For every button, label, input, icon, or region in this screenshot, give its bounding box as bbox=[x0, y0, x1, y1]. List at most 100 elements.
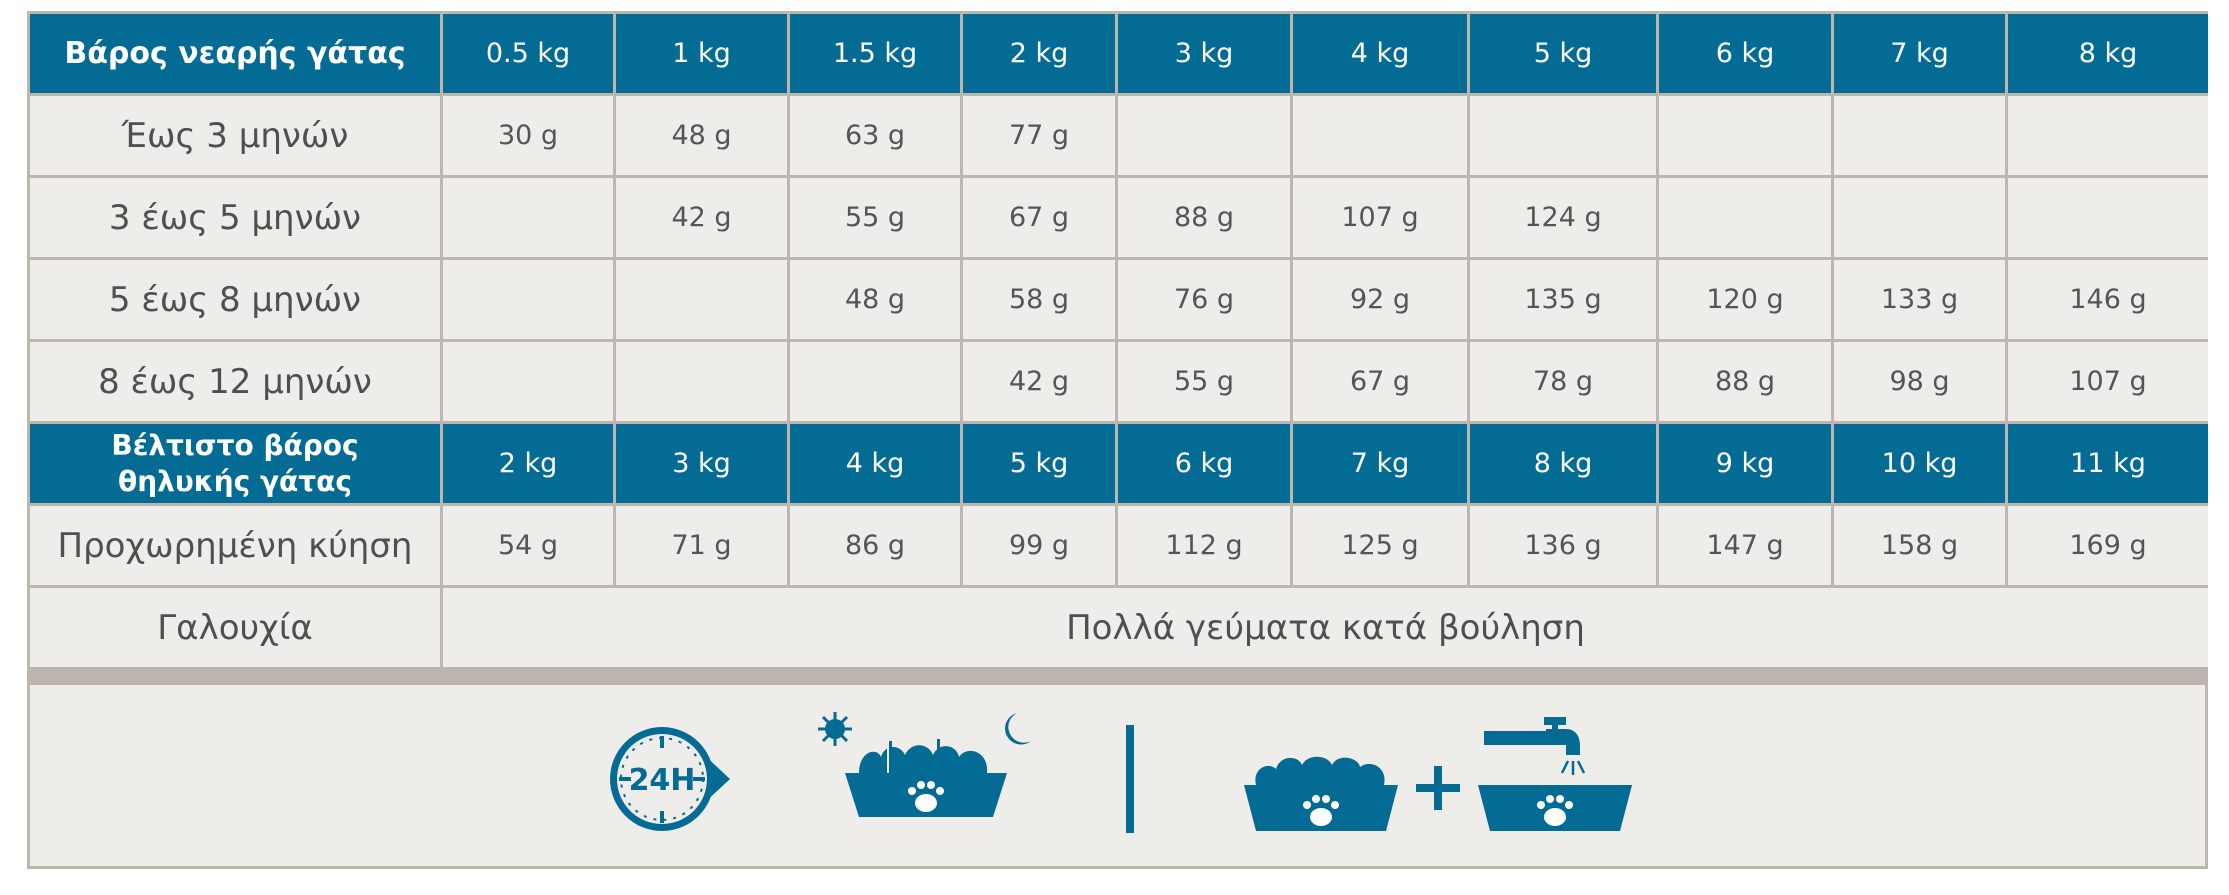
table-cell bbox=[616, 260, 787, 339]
female-header-row: Βέλτιστο βάρος θηλυκής γάτας 2 kg 3 kg 4… bbox=[30, 424, 2208, 503]
table-cell bbox=[790, 342, 960, 421]
kitten-weight-cell: 5 kg bbox=[1470, 14, 1656, 93]
table-cell: 86 g bbox=[790, 506, 960, 585]
table-cell: 48 g bbox=[790, 260, 960, 339]
table-cell: 88 g bbox=[1118, 178, 1290, 257]
table-cell bbox=[1834, 96, 2005, 175]
table-cell: 54 g bbox=[443, 506, 613, 585]
table-cell bbox=[2008, 96, 2208, 175]
female-weight-cell: 11 kg bbox=[2008, 424, 2208, 503]
table-cell: 107 g bbox=[2008, 342, 2208, 421]
table-cell: 71 g bbox=[616, 506, 787, 585]
feeding-table-container: Βάρος νεαρής γάτας 0.5 kg 1 kg 1.5 kg 2 … bbox=[27, 11, 2208, 869]
table-cell: 124 g bbox=[1470, 178, 1656, 257]
table-cell: 125 g bbox=[1293, 506, 1467, 585]
table-row: 5 έως 8 μηνών 48 g 58 g 76 g 92 g 135 g … bbox=[30, 260, 2208, 339]
table-cell: 42 g bbox=[616, 178, 787, 257]
table-cell: 158 g bbox=[1834, 506, 2005, 585]
female-weight-cell: 2 kg bbox=[443, 424, 613, 503]
female-weight-label: Βέλτιστο βάρος θηλυκής γάτας bbox=[30, 424, 440, 503]
female-weight-cell: 7 kg bbox=[1293, 424, 1467, 503]
female-weight-cell: 8 kg bbox=[1470, 424, 1656, 503]
table-cell bbox=[1293, 96, 1467, 175]
lactation-row: Γαλουχία Πολλά γεύματα κατά βούληση bbox=[30, 588, 2208, 667]
table-cell: 135 g bbox=[1470, 260, 1656, 339]
table-cell: 92 g bbox=[1293, 260, 1467, 339]
lactation-text: Πολλά γεύματα κατά βούληση bbox=[443, 588, 2208, 667]
female-weight-label-line1: Βέλτιστο βάρος bbox=[111, 428, 359, 462]
table-cell: 88 g bbox=[1659, 342, 1831, 421]
pregnancy-row: Προχωρημένη κύηση 54 g 71 g 86 g 99 g 11… bbox=[30, 506, 2208, 585]
table-row: Έως 3 μηνών 30 g 48 g 63 g 77 g bbox=[30, 96, 2208, 175]
water-bowl-icon bbox=[1476, 715, 1634, 835]
table-cell bbox=[1659, 96, 1831, 175]
female-weight-cell: 5 kg bbox=[963, 424, 1115, 503]
table-cell: 58 g bbox=[963, 260, 1115, 339]
table-row: 8 έως 12 μηνών 42 g 55 g 67 g 78 g 88 g … bbox=[30, 342, 2208, 421]
kitten-header-row: Βάρος νεαρής γάτας 0.5 kg 1 kg 1.5 kg 2 … bbox=[30, 14, 2208, 93]
age-label: 8 έως 12 μηνών bbox=[30, 342, 440, 421]
table-cell: 133 g bbox=[1834, 260, 2005, 339]
table-cell: 98 g bbox=[1834, 342, 2005, 421]
table-cell: 77 g bbox=[963, 96, 1115, 175]
food-bowl-icon bbox=[1242, 743, 1400, 833]
clock-24h-icon: 24H bbox=[608, 723, 738, 835]
table-cell bbox=[443, 178, 613, 257]
table-cell: 146 g bbox=[2008, 260, 2208, 339]
table-cell: 67 g bbox=[963, 178, 1115, 257]
table-cell: 63 g bbox=[790, 96, 960, 175]
clock-text: 24H bbox=[629, 763, 696, 798]
table-cell bbox=[1470, 96, 1656, 175]
kitten-weight-cell: 0.5 kg bbox=[443, 14, 613, 93]
table-cell: 112 g bbox=[1118, 506, 1290, 585]
table-cell: 120 g bbox=[1659, 260, 1831, 339]
table-cell: 48 g bbox=[616, 96, 787, 175]
kitten-weight-cell: 7 kg bbox=[1834, 14, 2005, 93]
table-cell: 30 g bbox=[443, 96, 613, 175]
table-cell: 136 g bbox=[1470, 506, 1656, 585]
table-cell: 76 g bbox=[1118, 260, 1290, 339]
table-cell: 107 g bbox=[1293, 178, 1467, 257]
table-cell bbox=[1834, 178, 2005, 257]
table-row: 3 έως 5 μηνών 42 g 55 g 67 g 88 g 107 g … bbox=[30, 178, 2208, 257]
female-weight-cell: 3 kg bbox=[616, 424, 787, 503]
kitten-weight-cell: 4 kg bbox=[1293, 14, 1467, 93]
sun-icon bbox=[818, 712, 852, 746]
pregnancy-label: Προχωρημένη κύηση bbox=[30, 506, 440, 585]
female-weight-cell: 6 kg bbox=[1118, 424, 1290, 503]
divider-icon bbox=[1126, 725, 1134, 833]
table-cell: 55 g bbox=[1118, 342, 1290, 421]
female-weight-cell: 10 kg bbox=[1834, 424, 2005, 503]
table-cell: 99 g bbox=[963, 506, 1115, 585]
table-cell bbox=[443, 342, 613, 421]
female-weight-cell: 4 kg bbox=[790, 424, 960, 503]
table-cell: 169 g bbox=[2008, 506, 2208, 585]
age-label: 5 έως 8 μηνών bbox=[30, 260, 440, 339]
age-label: 3 έως 5 μηνών bbox=[30, 178, 440, 257]
female-weight-cell: 9 kg bbox=[1659, 424, 1831, 503]
table-cell: 78 g bbox=[1470, 342, 1656, 421]
kitten-weight-label: Βάρος νεαρής γάτας bbox=[30, 14, 440, 93]
feeding-icons-panel: 24H bbox=[30, 685, 2205, 866]
age-label: Έως 3 μηνών bbox=[30, 96, 440, 175]
kitten-weight-cell: 8 kg bbox=[2008, 14, 2208, 93]
female-weight-label-line2: θηλυκής γάτας bbox=[118, 464, 352, 498]
table-cell bbox=[2008, 178, 2208, 257]
table-cell: 67 g bbox=[1293, 342, 1467, 421]
kitten-weight-cell: 1.5 kg bbox=[790, 14, 960, 93]
plus-icon bbox=[1416, 766, 1460, 810]
table-cell: 42 g bbox=[963, 342, 1115, 421]
kitten-weight-cell: 3 kg bbox=[1118, 14, 1290, 93]
day-night-bowl-icon bbox=[817, 711, 1047, 821]
lactation-label: Γαλουχία bbox=[30, 588, 440, 667]
table-cell: 147 g bbox=[1659, 506, 1831, 585]
kitten-weight-cell: 1 kg bbox=[616, 14, 787, 93]
table-cell bbox=[1118, 96, 1290, 175]
moon-icon bbox=[1005, 713, 1031, 745]
table-cell bbox=[616, 342, 787, 421]
table-cell: 55 g bbox=[790, 178, 960, 257]
kitten-weight-cell: 2 kg bbox=[963, 14, 1115, 93]
table-cell bbox=[443, 260, 613, 339]
table-cell bbox=[1659, 178, 1831, 257]
feeding-table: Βάρος νεαρής γάτας 0.5 kg 1 kg 1.5 kg 2 … bbox=[27, 11, 2211, 670]
